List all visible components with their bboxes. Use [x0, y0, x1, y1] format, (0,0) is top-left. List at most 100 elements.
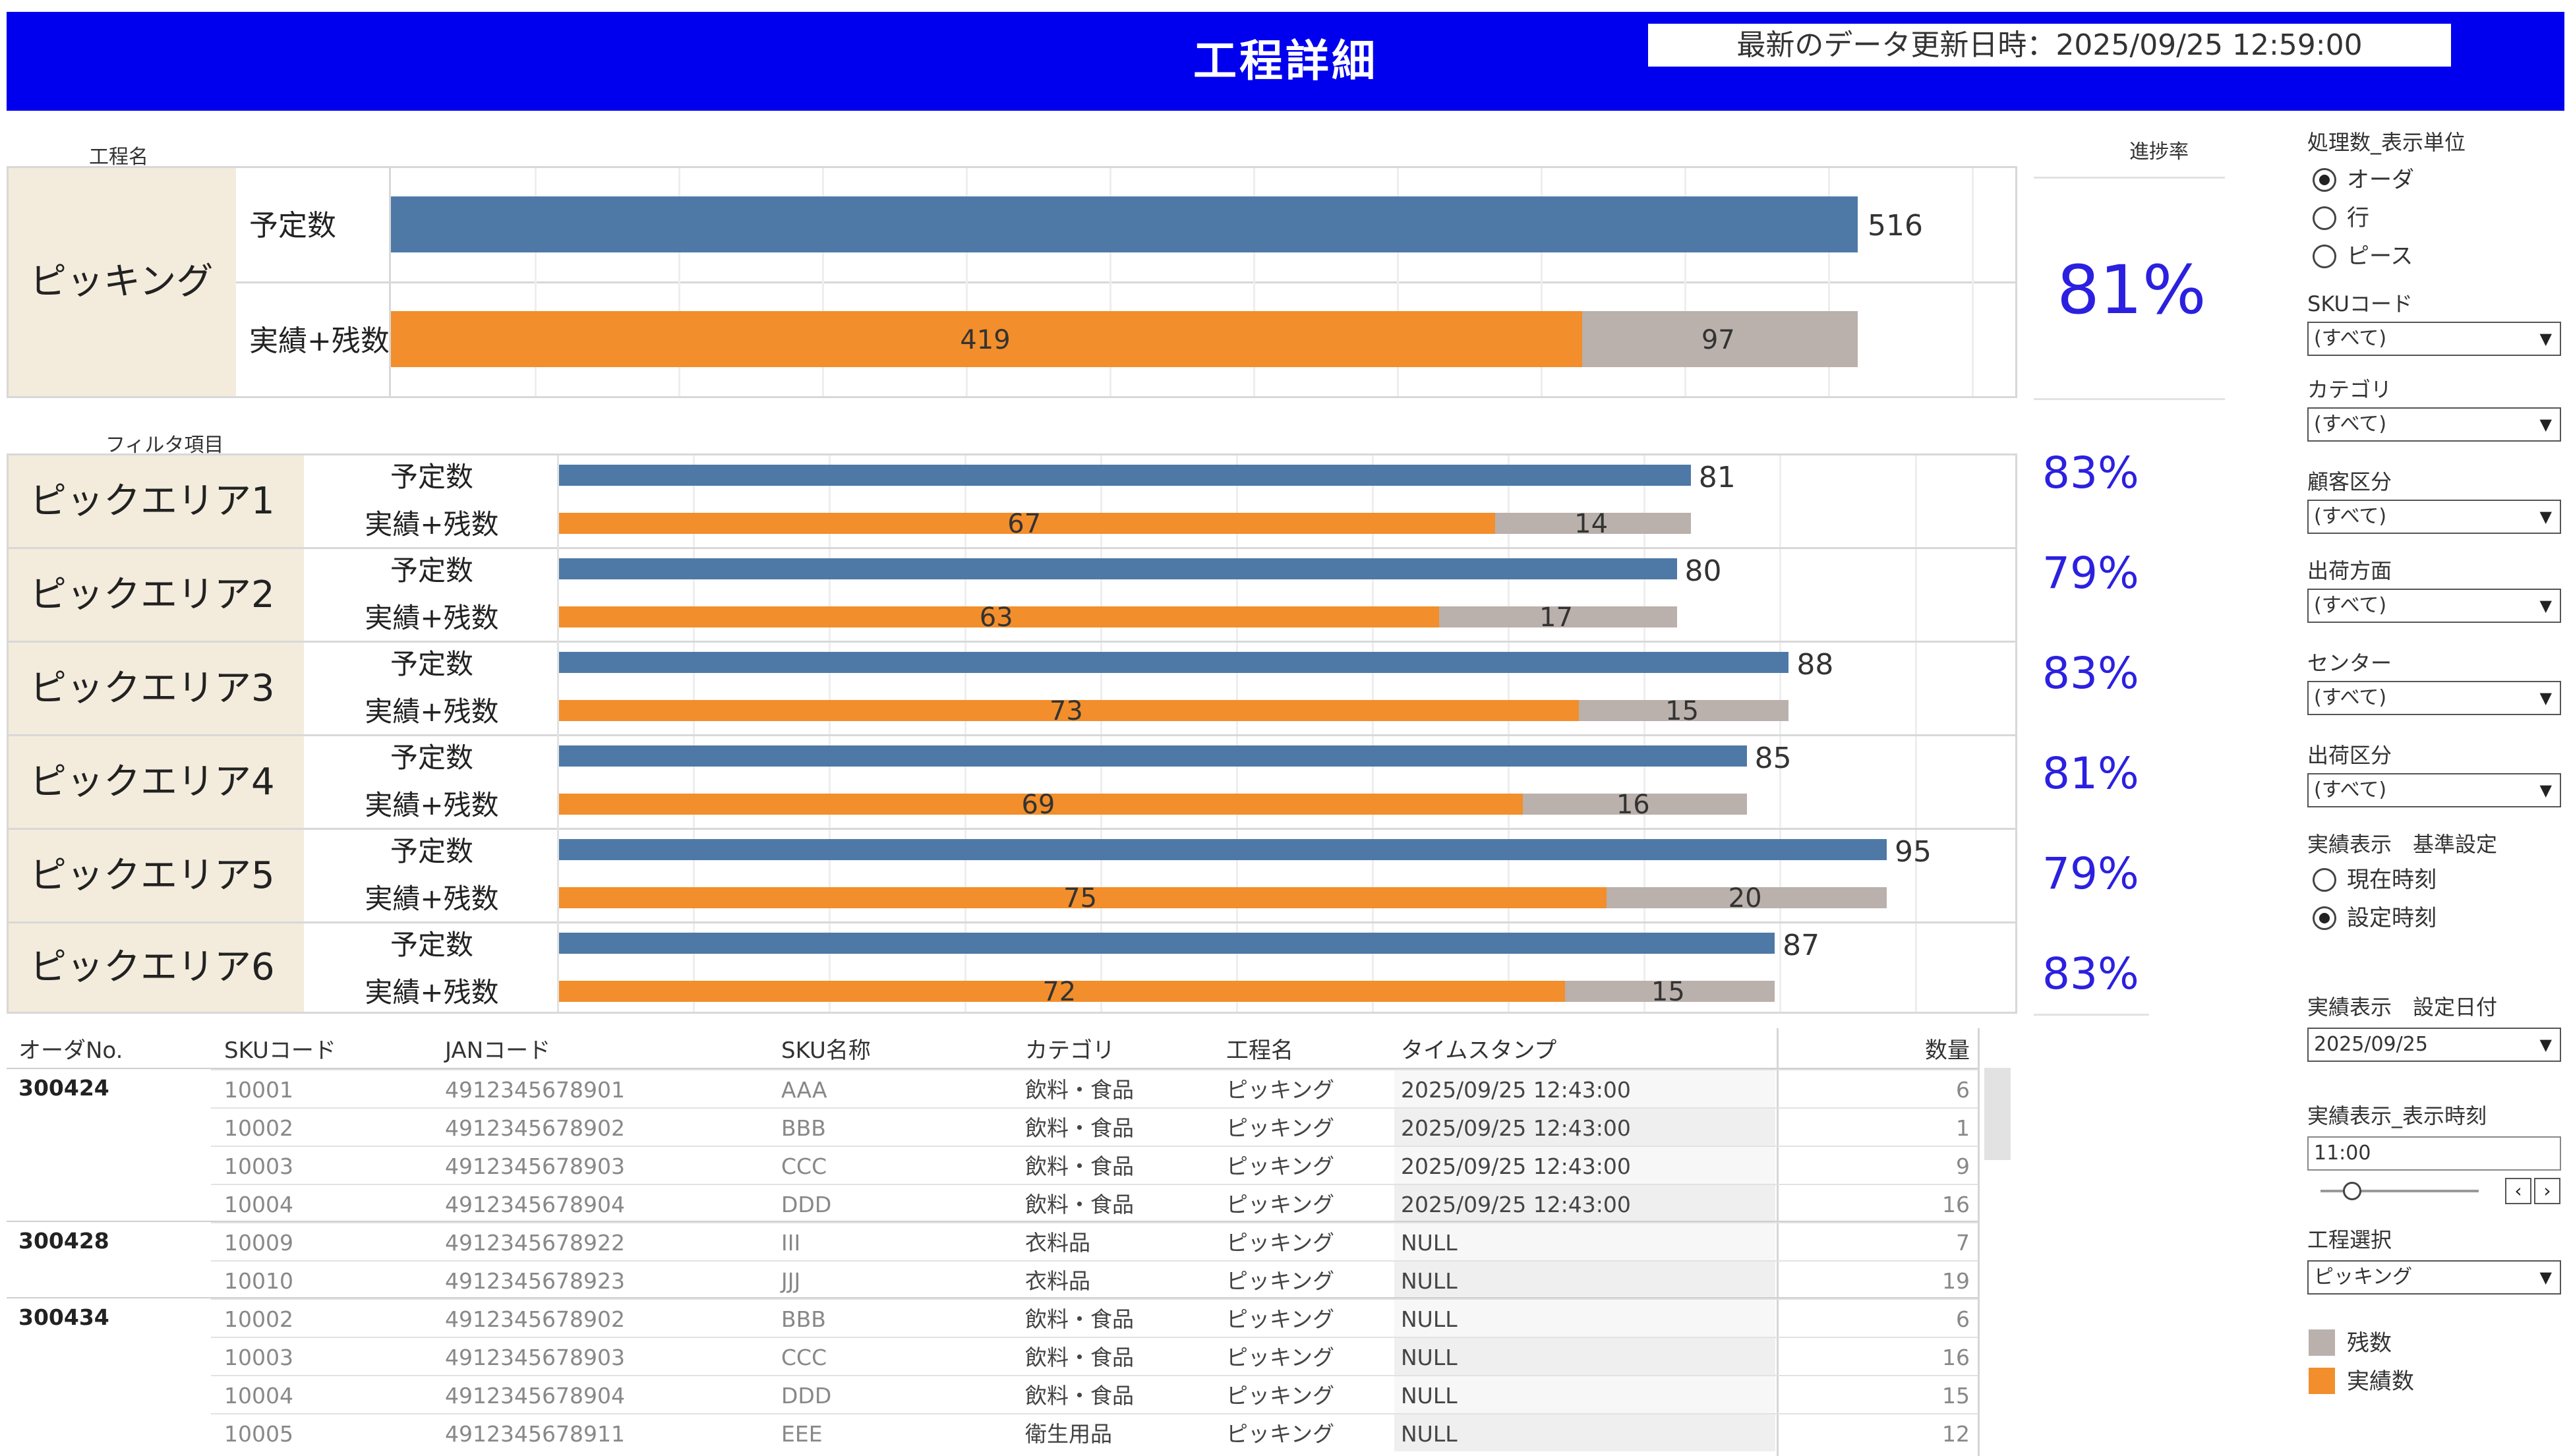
area-actual-bar[interactable] — [557, 513, 1495, 534]
process-select[interactable]: ピッキング ▼ — [2307, 1260, 2561, 1295]
area-actual-bar[interactable] — [557, 700, 1579, 721]
area-actual-bar[interactable] — [557, 794, 1523, 815]
dropdown-select[interactable]: (すべて) ▼ — [2307, 773, 2561, 807]
sku-name-cell: DDD — [781, 1192, 832, 1217]
basis-radio-0[interactable] — [2313, 868, 2336, 892]
table-row[interactable]: 10005 4912345678911 EEE 衛生用品 ピッキング NULL 12 — [211, 1413, 1978, 1451]
col-header-category[interactable]: カテゴリ — [1025, 1037, 1115, 1064]
area-name[interactable]: ピックエリア1 — [30, 480, 275, 523]
legend-swatch-actual — [2309, 1368, 2335, 1394]
sku-name-cell: DDD — [781, 1383, 832, 1409]
col-header-qty[interactable]: 数量 — [1925, 1037, 1970, 1064]
table-row[interactable]: 10010 4912345678923 JJJ 衣料品 ピッキング NULL 19 — [211, 1260, 1978, 1298]
sku-code-cell: 10010 — [224, 1268, 293, 1294]
sku-name-cell: BBB — [781, 1306, 826, 1332]
col-header-timestamp[interactable]: タイムスタンプ — [1401, 1037, 1557, 1064]
area-remaining-bar[interactable] — [1494, 513, 1691, 534]
jan-code-cell: 4912345678923 — [445, 1268, 625, 1294]
jan-code-cell: 4912345678903 — [445, 1345, 625, 1370]
table-row[interactable]: 10002 4912345678902 BBB 飲料・食品 ピッキング NULL 6 — [211, 1298, 1978, 1337]
area-planned-bar[interactable] — [557, 465, 1691, 486]
jan-code-cell: 4912345678901 — [445, 1077, 625, 1103]
process-remaining-bar[interactable] — [1581, 311, 1858, 367]
dropdown-select[interactable]: (すべて) ▼ — [2307, 322, 2561, 356]
process-actual-value: 419 — [960, 325, 1011, 355]
dropdown-value: (すべて) — [2314, 778, 2387, 801]
sku-code-cell: 10002 — [224, 1115, 293, 1141]
date-value: 2025/09/25 — [2314, 1033, 2428, 1056]
dropdown-select[interactable]: (すべて) ▼ — [2307, 407, 2561, 442]
table-row[interactable]: 10002 4912345678902 BBB 飲料・食品 ピッキング 2025/09/2… — [211, 1107, 1978, 1146]
order-number[interactable]: 300428 — [18, 1228, 109, 1254]
date-select[interactable]: 2025/09/25 ▼ — [2307, 1028, 2561, 1062]
sku-code-cell: 10004 — [224, 1192, 293, 1217]
col-header-process[interactable]: 工程名 — [1226, 1037, 1293, 1064]
sku-name-cell: CCC — [781, 1153, 827, 1179]
unit-radio-2[interactable] — [2313, 245, 2336, 268]
area-progress: 83% — [2042, 648, 2139, 699]
area-remaining-bar[interactable] — [1578, 700, 1789, 721]
slider-next-button[interactable]: › — [2534, 1178, 2560, 1204]
date-label: 実績表示 設定日付 — [2307, 995, 2498, 1020]
area-actual-bar[interactable] — [557, 981, 1565, 1002]
col-header-sku-name[interactable]: SKU名称 — [781, 1037, 871, 1064]
timestamp-cell: 2025/09/25 12:43:00 — [1401, 1192, 1631, 1217]
basis-radio-label[interactable]: 現在時刻 — [2347, 867, 2437, 893]
col-header-jan[interactable]: JANコード — [445, 1037, 551, 1064]
table-row[interactable]: 10003 4912345678903 CCC 飲料・食品 ピッキング 2025/09/2… — [211, 1146, 1978, 1184]
time-value: 11:00 — [2314, 1142, 2371, 1165]
dropdown-select[interactable]: (すべて) ▼ — [2307, 500, 2561, 534]
area-remaining-bar[interactable] — [1564, 981, 1775, 1002]
area-planned-bar[interactable] — [557, 745, 1747, 767]
area-remaining-bar[interactable] — [1607, 887, 1887, 908]
process-actual-bar[interactable] — [391, 311, 1582, 367]
area-actual-label: 実績+残数 — [365, 789, 499, 821]
table-row[interactable]: 10004 4912345678904 DDD 飲料・食品 ピッキング 2025/09/2… — [211, 1184, 1978, 1222]
area-remaining-bar[interactable] — [1522, 794, 1747, 815]
time-slider-track[interactable] — [2320, 1190, 2479, 1192]
area-planned-bar[interactable] — [557, 558, 1677, 579]
category-cell: 衛生用品 — [1025, 1421, 1112, 1447]
area-name[interactable]: ピックエリア3 — [30, 667, 275, 710]
dropdown-select[interactable]: (すべて) ▼ — [2307, 589, 2561, 623]
unit-radio-label[interactable]: ピース — [2347, 243, 2413, 270]
time-input[interactable]: 11:00 — [2307, 1136, 2561, 1171]
area-remaining-bar[interactable] — [1438, 606, 1677, 627]
area-actual-value: 69 — [1021, 790, 1055, 820]
page-title: 工程詳細 — [1193, 36, 1378, 86]
order-number[interactable]: 300424 — [18, 1075, 109, 1101]
table-row[interactable]: 10004 4912345678904 DDD 飲料・食品 ピッキング NULL 15 — [211, 1375, 1978, 1413]
area-planned-value: 81 — [1698, 461, 1736, 494]
table-row[interactable]: 10003 4912345678903 CCC 飲料・食品 ピッキング NULL 16 — [211, 1337, 1978, 1375]
area-name[interactable]: ピックエリア2 — [30, 573, 275, 616]
order-number[interactable]: 300434 — [18, 1304, 109, 1330]
area-planned-label: 予定数 — [390, 929, 473, 961]
area-name[interactable]: ピックエリア4 — [30, 761, 275, 803]
unit-radio-1[interactable] — [2313, 206, 2336, 230]
dropdown-select[interactable]: (すべて) ▼ — [2307, 681, 2561, 715]
table-row[interactable]: 10009 4912345678922 III 衣料品 ピッキング NULL 7 — [211, 1222, 1978, 1260]
area-planned-bar[interactable] — [557, 933, 1775, 954]
area-name[interactable]: ピックエリア6 — [30, 946, 275, 989]
process-cell: ピッキング — [1226, 1306, 1335, 1332]
process-planned-bar[interactable] — [391, 196, 1858, 252]
table-row[interactable]: 10001 4912345678901 AAA 飲料・食品 ピッキング 2025/09/2… — [211, 1069, 1978, 1107]
unit-radio-label[interactable]: オーダ — [2347, 167, 2414, 193]
time-slider-thumb[interactable] — [2343, 1182, 2361, 1200]
area-name[interactable]: ピックエリア5 — [30, 854, 275, 897]
area-actual-bar[interactable] — [557, 887, 1607, 908]
col-header-sku[interactable]: SKUコード — [224, 1037, 336, 1064]
unit-radio-label[interactable]: 行 — [2347, 205, 2369, 231]
category-cell: 飲料・食品 — [1025, 1077, 1134, 1103]
basis-radio-1[interactable] — [2313, 906, 2336, 930]
col-header-order[interactable]: オーダNo. — [18, 1037, 123, 1064]
basis-radio-label[interactable]: 設定時刻 — [2347, 905, 2437, 931]
area-planned-bar[interactable] — [557, 839, 1887, 860]
area-actual-bar[interactable] — [557, 606, 1439, 627]
area-planned-bar[interactable] — [557, 652, 1789, 673]
slider-prev-button[interactable]: ‹ — [2505, 1178, 2531, 1204]
area-planned-value: 80 — [1684, 554, 1722, 588]
table-scrollbar-thumb[interactable] — [1984, 1068, 2011, 1160]
unit-radio-0[interactable] — [2313, 168, 2336, 192]
process-name[interactable]: ピッキング — [30, 260, 214, 303]
